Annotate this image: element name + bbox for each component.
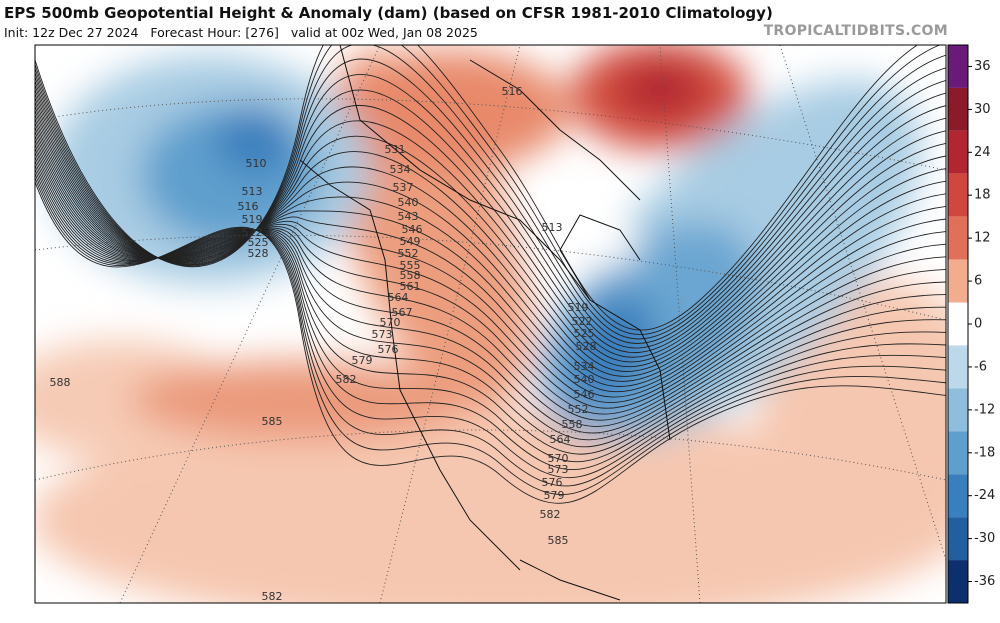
contour-label: 576 <box>542 476 563 489</box>
contour-label: 540 <box>398 196 419 209</box>
contour-label: 555 <box>400 259 421 272</box>
contour-label: 549 <box>400 235 421 248</box>
contour-label: 516 <box>238 200 259 213</box>
contour-label: 570 <box>548 452 569 465</box>
contour-label: 525 <box>248 236 269 249</box>
contour-label: 573 <box>548 463 569 476</box>
colorbar-label: 12 <box>974 231 991 246</box>
contour-label: 567 <box>392 306 413 319</box>
contour-label: 528 <box>248 247 269 260</box>
subtitle: Init: 12z Dec 27 2024 Forecast Hour: [27… <box>4 25 478 40</box>
contour-label: 546 <box>574 388 595 401</box>
colorbar-cell <box>948 345 968 389</box>
contour-label: 576 <box>378 343 399 356</box>
contour-label: 585 <box>262 415 283 428</box>
colorbar-cell <box>948 173 968 217</box>
colorbar-cell <box>948 560 968 603</box>
colorbar-cell <box>948 474 968 518</box>
colorbar-cell <box>948 388 968 432</box>
contour-label: 564 <box>550 433 571 446</box>
colorbar-label: -36 <box>974 574 995 589</box>
contour-label: 534 <box>574 360 595 373</box>
contour-label: 525 <box>574 327 595 340</box>
contour-label: 582 <box>540 508 561 521</box>
colorbar-label: 6 <box>974 274 982 289</box>
contour-label: 570 <box>380 316 401 329</box>
colorbar-label: -18 <box>974 445 995 460</box>
title: EPS 500mb Geopotential Height & Anomaly … <box>4 4 773 22</box>
colorbar-label: 36 <box>974 59 991 74</box>
colorbar-cell <box>948 431 968 475</box>
contour-label: 579 <box>544 489 565 502</box>
colorbar-cell <box>948 216 968 260</box>
colorbar-frame <box>947 44 969 604</box>
contour-label: 531 <box>385 143 406 156</box>
colorbar-label: 18 <box>974 188 991 203</box>
contour-label: 513 <box>542 221 563 234</box>
colorbar-cell <box>948 130 968 174</box>
contour-label: 519 <box>242 213 263 226</box>
colorbar-label: -12 <box>974 402 995 417</box>
contour-label: 561 <box>400 280 421 293</box>
map-frame <box>34 44 947 604</box>
contour-label: 558 <box>400 269 421 282</box>
contour-label: 579 <box>352 354 373 367</box>
contour-label: 582 <box>336 373 357 386</box>
contour-label: 519 <box>568 301 589 314</box>
colorbar-cell <box>948 87 968 131</box>
contour-label: 573 <box>372 328 393 341</box>
colorbar-cell <box>948 517 968 561</box>
watermark: TROPICALTIDBITS.COM <box>763 23 948 39</box>
contour-label: 522 <box>242 226 263 239</box>
contour-label: 543 <box>398 210 419 223</box>
contour-label: 546 <box>402 223 423 236</box>
contour-label: 516 <box>502 85 523 98</box>
contour-label: 552 <box>398 247 419 260</box>
contour-label: 585 <box>548 534 569 547</box>
colorbar-label: 0 <box>974 317 982 332</box>
colorbar-cell <box>948 259 968 303</box>
contour-label: 528 <box>576 340 597 353</box>
contour-label: 540 <box>574 373 595 386</box>
colorbar-label: 30 <box>974 102 991 117</box>
colorbar-cell <box>948 302 968 346</box>
colorbar-label: -24 <box>974 488 995 503</box>
contour-label: 588 <box>50 376 71 389</box>
contour-label: 552 <box>568 403 589 416</box>
contour-label: 537 <box>393 181 414 194</box>
contour-label: 564 <box>388 291 409 304</box>
anomaly-field <box>35 45 946 603</box>
colorbar-label: -6 <box>974 359 987 374</box>
contour-label: 534 <box>390 163 411 176</box>
contour-label: 510 <box>246 157 267 170</box>
contour-label: 522 <box>572 315 593 328</box>
contour-label: 582 <box>262 590 283 603</box>
colorbar-cell <box>948 45 968 88</box>
colorbar-label: 24 <box>974 145 991 160</box>
contour-label: 513 <box>242 185 263 198</box>
contour-label: 558 <box>562 418 583 431</box>
colorbar-label: -30 <box>974 531 995 546</box>
